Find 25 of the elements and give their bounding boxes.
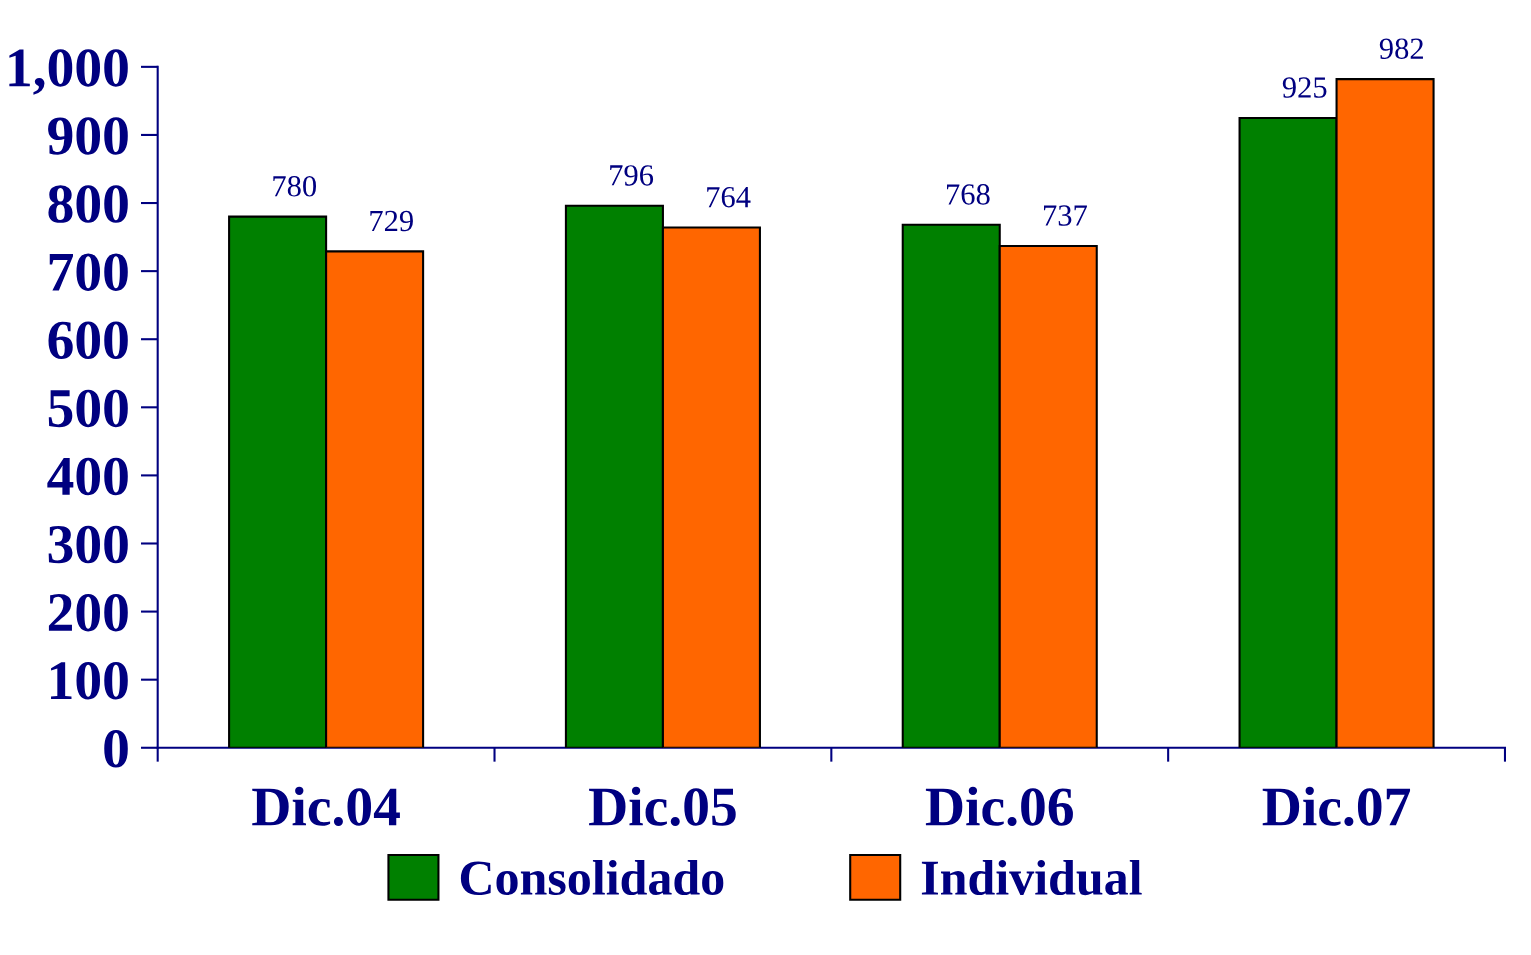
legend-label: Individual xyxy=(921,859,1142,896)
data-label: 768 xyxy=(947,184,990,205)
y-tick-label: 400 xyxy=(47,457,128,496)
y-tick-label: 200 xyxy=(48,593,128,632)
x-tick-label: Dic.04 xyxy=(252,786,400,826)
data-label: 764 xyxy=(707,186,751,208)
y-tick-label: 100 xyxy=(51,662,128,700)
y-tick-label: 800 xyxy=(48,185,128,223)
y-tick-label: 1,000 xyxy=(9,49,128,95)
y-tick-label: 700 xyxy=(49,253,128,291)
data-label: 780 xyxy=(273,175,317,197)
x-tick-label: Dic.07 xyxy=(1262,786,1411,826)
data-label: 796 xyxy=(610,165,654,186)
y-tick-label: 500 xyxy=(48,389,128,428)
x-tick-label: Dic.05 xyxy=(589,786,736,826)
data-label: 925 xyxy=(1282,77,1327,98)
y-tick-label: 600 xyxy=(48,321,128,360)
y-tick-label: 300 xyxy=(48,525,128,564)
y-tick-label: 0 xyxy=(104,730,128,768)
x-tick-label: Dic.06 xyxy=(925,786,1073,826)
data-label: 737 xyxy=(1044,205,1087,226)
legend-label: Consolidado xyxy=(460,859,724,896)
data-label: 729 xyxy=(370,210,413,232)
data-label: 982 xyxy=(1379,38,1423,60)
y-tick-label: 900 xyxy=(48,117,128,155)
